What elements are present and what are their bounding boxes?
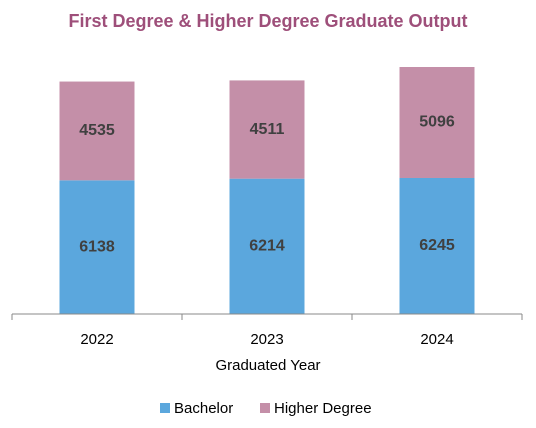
bar-segment [229, 80, 305, 179]
data-label: 5096 [419, 114, 455, 131]
bar-segment [399, 177, 475, 314]
bar-segment [59, 81, 135, 181]
data-label: 4511 [250, 121, 285, 138]
data-label: 6214 [249, 238, 285, 255]
chart-title: First Degree & Higher Degree Graduate Ou… [68, 11, 467, 31]
x-axis-title: Graduated Year [215, 357, 320, 374]
legend-label: Higher Degree [274, 400, 372, 417]
x-tick-label: 2023 [250, 331, 283, 348]
data-label: 6138 [79, 238, 115, 255]
bar-segment [399, 67, 475, 178]
bar-segment [59, 180, 135, 314]
legend-label: Bachelor [174, 400, 233, 417]
legend-swatch [260, 403, 270, 413]
bar-segment [229, 178, 305, 314]
data-label: 4535 [79, 122, 115, 139]
data-label: 6245 [419, 237, 455, 254]
legend-swatch [160, 403, 170, 413]
x-tick-label: 2022 [80, 331, 113, 348]
x-tick-label: 2024 [420, 331, 453, 348]
